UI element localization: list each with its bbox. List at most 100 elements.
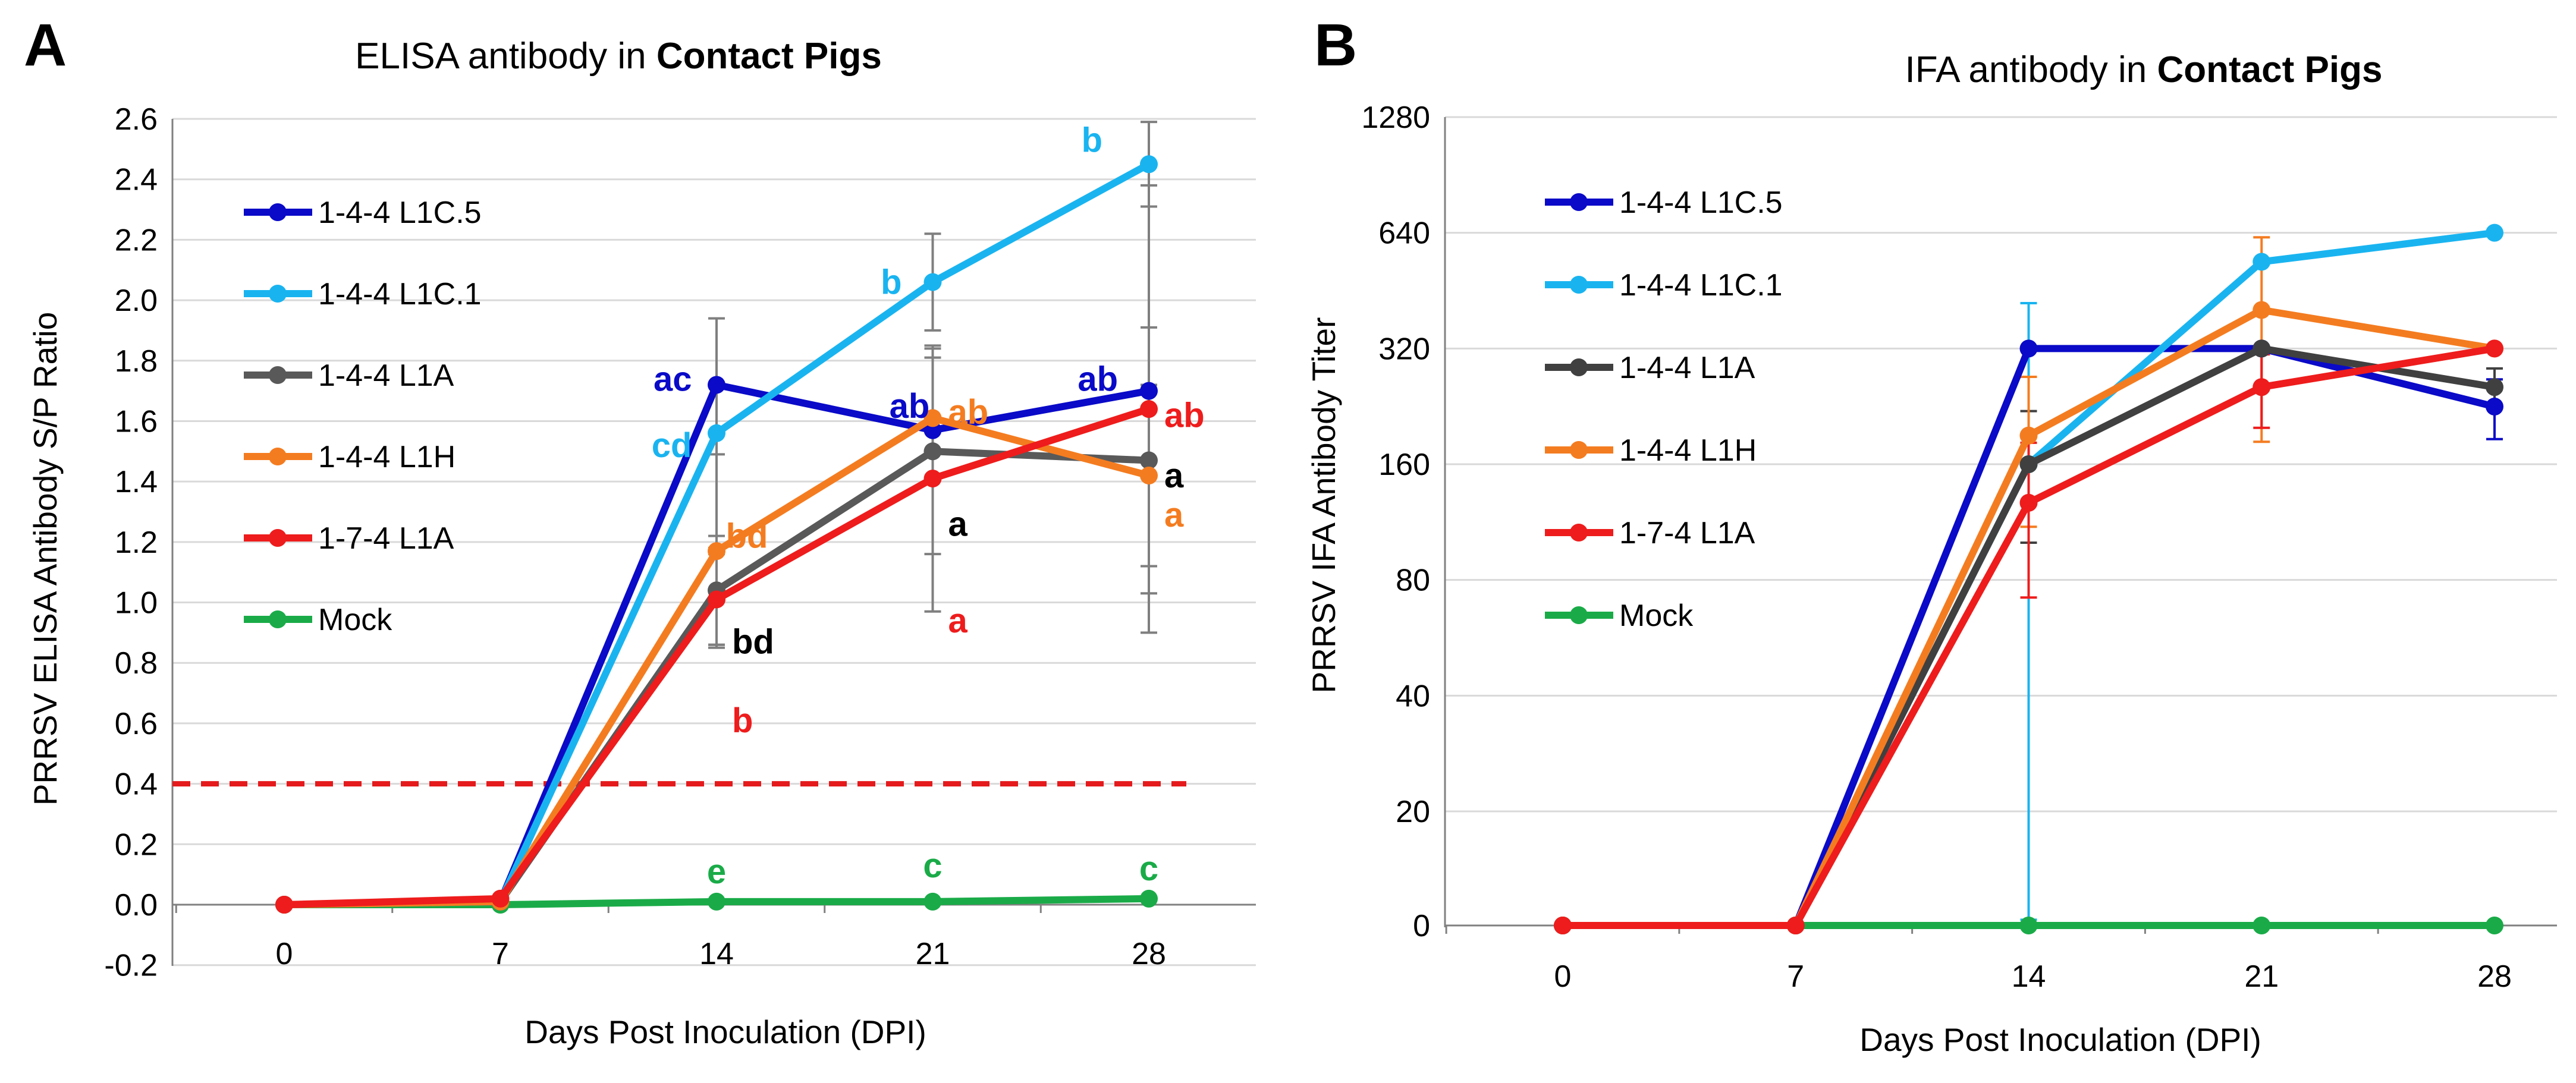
panel-b-y-axis-label: PRRSV IFA Antibody Titer <box>1305 317 1342 694</box>
data-point-mock <box>2253 917 2271 934</box>
legend-marker-1-7-4-l1a <box>1570 524 1588 542</box>
data-point-1-4-4-l1c-1 <box>708 424 725 442</box>
y-tick-label: 320 <box>1378 332 1430 366</box>
legend-marker-1-4-4-l1a <box>1570 358 1588 376</box>
data-point-1-7-4-l1a <box>1554 917 1572 934</box>
panel-a-letter: A <box>24 12 67 78</box>
legend-label-1-4-4-l1c-1: 1-4-4 L1C.1 <box>1619 268 1783 303</box>
y-tick-label: -0.2 <box>104 949 158 983</box>
y-tick-label: 0.4 <box>115 767 158 802</box>
significance-label: e <box>707 852 726 891</box>
significance-label: cd <box>652 426 692 465</box>
panel-a-x-axis-label: Days Post Inoculation (DPI) <box>524 1013 926 1050</box>
data-point-mock <box>1140 889 1158 908</box>
data-point-1-4-4-l1c-1 <box>923 273 942 291</box>
data-point-1-7-4-l1a <box>275 896 293 914</box>
panel-b-letter: B <box>1314 12 1357 78</box>
significance-label: bd <box>732 623 774 662</box>
data-point-1-4-4-l1c-1 <box>1140 155 1158 174</box>
data-point-1-7-4-l1a <box>491 889 510 908</box>
panel-a-x-ticks: 0 7 14 21 28 <box>276 937 1166 971</box>
y-tick-label: 1.2 <box>115 525 158 560</box>
data-point-1-4-4-l1c-1 <box>2486 223 2503 242</box>
data-point-mock <box>923 892 942 911</box>
data-point-1-4-4-l1h <box>923 409 942 427</box>
panel-a: A ELISA antibody in Contact Pigs -0.2 0.0… <box>24 12 1256 1050</box>
data-point-1-7-4-l1a <box>708 590 725 609</box>
data-point-mock <box>708 892 725 911</box>
significance-label: c <box>923 846 942 885</box>
significance-label: ab <box>1164 396 1205 435</box>
x-tick-label: 14 <box>2012 959 2046 994</box>
data-point-1-4-4-l1h <box>2019 426 2038 445</box>
significance-label: a <box>948 602 967 640</box>
significance-label: c <box>1139 849 1158 888</box>
y-tick-label: 0.8 <box>115 646 158 681</box>
panel-b-title: IFA antibody in Contact Pigs <box>1905 49 2383 90</box>
panel-b-x-axis-label: Days Post Inoculation (DPI) <box>1859 1021 2261 1058</box>
data-point-1-7-4-l1a <box>1140 400 1158 418</box>
significance-label: a <box>948 505 967 543</box>
y-tick-label: 1.0 <box>115 586 158 621</box>
legend-label-1-4-4-l1a: 1-4-4 L1A <box>318 358 454 393</box>
panel-a-y-ticks: -0.2 0.0 0.2 0.4 0.6 0.8 1.0 1.2 1.4 1.6 1.8 2.0 2.2… <box>104 102 158 983</box>
panel-a-title: ELISA antibody in Contact Pigs <box>355 36 882 77</box>
y-tick-label: 2.4 <box>115 163 158 197</box>
legend-label-mock: Mock <box>318 603 392 637</box>
y-tick-label: 40 <box>1396 679 1430 713</box>
data-point-1-7-4-l1a <box>2019 493 2038 512</box>
y-tick-label: 2.2 <box>115 223 158 257</box>
legend-marker-1-4-4-l1h <box>1570 441 1588 459</box>
legend-marker-1-7-4-l1a <box>269 529 287 547</box>
legend-marker-1-4-4-l1a <box>269 366 287 384</box>
panel-b-series <box>1554 223 2503 934</box>
y-tick-label: 0.6 <box>115 707 158 741</box>
y-tick-label: 640 <box>1378 216 1430 251</box>
panel-a-legend: 1-4-4 L1C.5 1-4-4 L1C.1 1-4-4 L1A 1-4-4 L1H… <box>244 196 482 637</box>
y-tick-label: 0 <box>1413 909 1430 943</box>
y-tick-label: 1.4 <box>115 465 158 499</box>
x-tick-label: 0 <box>1554 959 1572 994</box>
y-tick-label: 160 <box>1378 448 1430 482</box>
y-tick-label: 20 <box>1396 795 1430 829</box>
y-tick-label: 1.8 <box>115 344 158 379</box>
significance-label: ac <box>654 360 692 398</box>
significance-label: b <box>732 701 753 740</box>
data-point-mock <box>2486 917 2503 934</box>
significance-label: a <box>1164 496 1184 534</box>
legend-marker-1-4-4-l1c-1 <box>269 285 287 303</box>
legend-marker-1-4-4-l1c-1 <box>1570 276 1588 294</box>
x-tick-label: 7 <box>1787 959 1804 994</box>
y-tick-label: 2.0 <box>115 284 158 318</box>
y-tick-label: 0.2 <box>115 827 158 862</box>
legend-marker-mock <box>1570 606 1588 624</box>
data-point-1-7-4-l1a <box>2486 339 2503 358</box>
data-point-1-4-4-l1a <box>923 442 942 461</box>
significance-label: ab <box>890 387 930 426</box>
legend-label-1-7-4-l1a: 1-7-4 L1A <box>1619 516 1755 550</box>
legend-label-1-4-4-l1h: 1-4-4 L1H <box>1619 433 1757 468</box>
data-point-1-4-4-l1c-5 <box>1140 382 1158 400</box>
y-tick-label: 2.6 <box>115 102 158 137</box>
legend-marker-1-4-4-l1c-5 <box>269 203 287 221</box>
x-tick-label: 21 <box>916 937 950 971</box>
panel-a-gridlines <box>172 118 1256 966</box>
data-point-1-7-4-l1a <box>1786 917 1805 934</box>
data-point-1-4-4-l1a <box>2486 378 2503 396</box>
x-tick-label: 28 <box>1132 937 1166 971</box>
data-point-1-4-4-l1a <box>1140 451 1158 470</box>
x-tick-label: 28 <box>2477 959 2512 994</box>
data-point-1-4-4-l1c-5 <box>2486 398 2503 416</box>
data-point-mock <box>2019 917 2038 934</box>
legend-label-mock: Mock <box>1619 599 1694 633</box>
legend-marker-mock <box>269 610 287 628</box>
data-point-1-4-4-l1h <box>2253 301 2271 319</box>
x-tick-label: 14 <box>699 937 734 971</box>
data-point-1-4-4-l1c-1 <box>2253 253 2271 271</box>
legend-label-1-4-4-l1c-5: 1-4-4 L1C.5 <box>318 196 482 230</box>
data-point-1-4-4-l1c-5 <box>708 376 725 394</box>
panel-b-x-ticks: 0 7 14 21 28 <box>1554 959 2512 994</box>
legend-label-1-7-4-l1a: 1-7-4 L1A <box>318 521 454 556</box>
legend-marker-1-4-4-l1h <box>269 448 287 465</box>
